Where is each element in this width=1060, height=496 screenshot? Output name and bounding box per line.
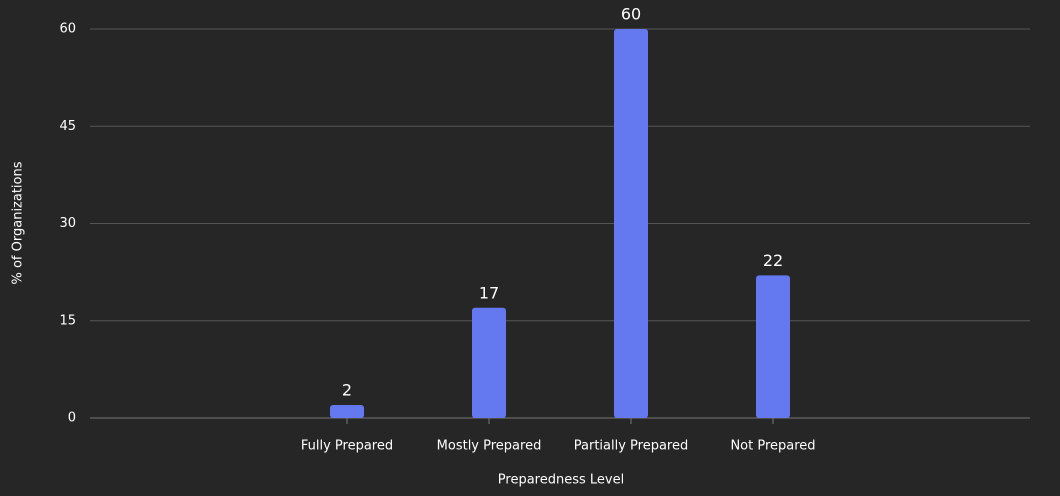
y-tick-label: 45	[59, 119, 76, 134]
value-label: 2	[342, 381, 352, 400]
bar	[614, 29, 648, 418]
x-axis-label: Preparedness Level	[498, 473, 624, 488]
y-axis-label: % of Organizations	[11, 161, 26, 284]
x-tick-label: Mostly Prepared	[437, 439, 542, 454]
bar	[756, 275, 790, 418]
y-tick-label: 15	[59, 313, 76, 328]
x-tick-label: Not Prepared	[730, 439, 815, 454]
y-tick-label: 30	[59, 216, 76, 231]
bar	[472, 307, 506, 418]
value-label: 17	[479, 283, 499, 302]
y-tick-label: 60	[59, 22, 76, 37]
y-tick-label: 0	[68, 411, 76, 426]
value-label: 22	[763, 251, 783, 270]
bar	[330, 405, 364, 418]
x-tick-label: Partially Prepared	[574, 439, 689, 454]
value-label: 60	[621, 5, 641, 24]
x-tick-label: Fully Prepared	[301, 439, 393, 454]
